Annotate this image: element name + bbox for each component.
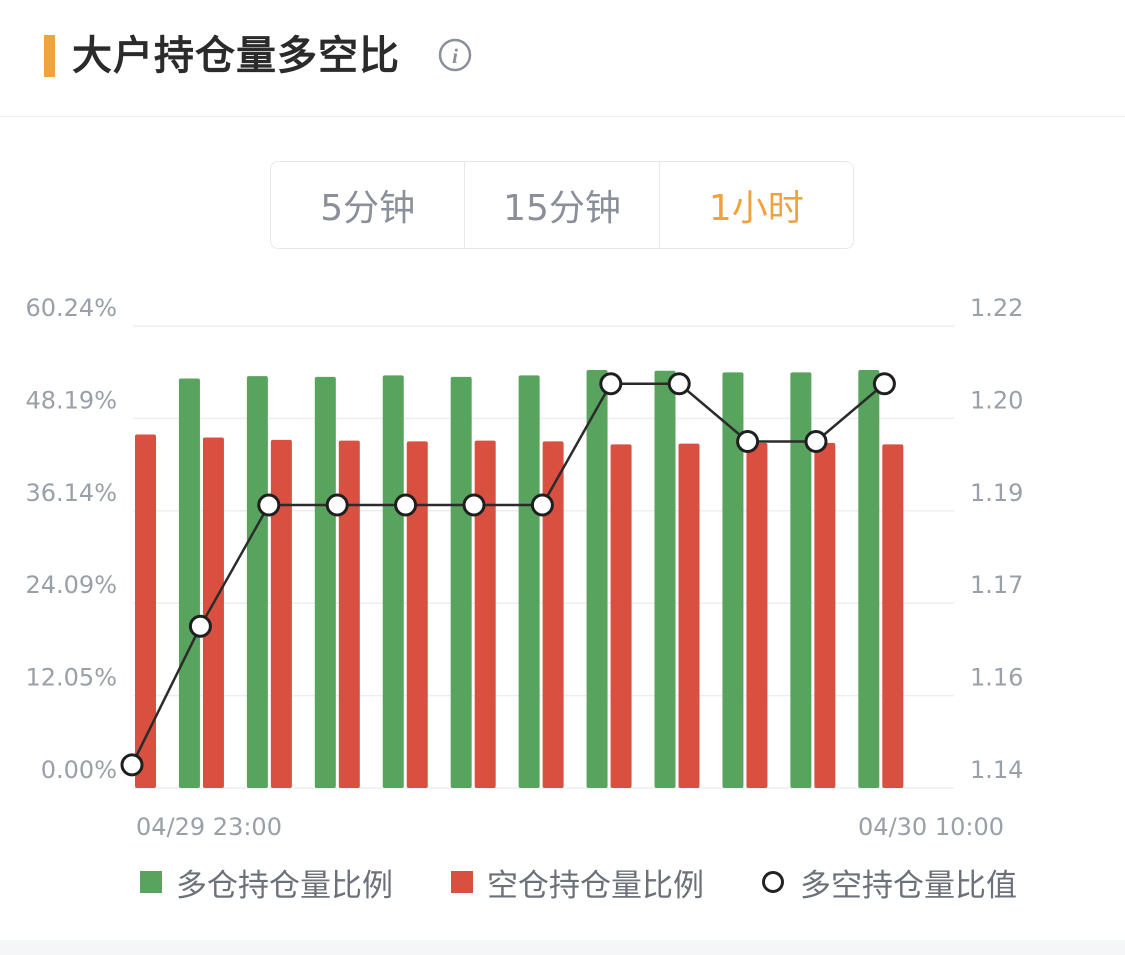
short-bar [814, 442, 836, 788]
ratio-point [804, 430, 828, 453]
long-bar [450, 376, 472, 788]
long-bar [178, 378, 200, 788]
long-bar [722, 372, 744, 788]
y-right-tick-label: 1.14 [970, 756, 1023, 784]
y-right-tick-label: 1.22 [970, 294, 1023, 322]
legend-swatch-short [451, 871, 473, 893]
short-bar [746, 442, 768, 788]
info-icon[interactable]: i [438, 38, 472, 72]
legend-label-ratio: 多空持仓量比值 [800, 867, 1017, 904]
title-accent-bar [44, 35, 55, 77]
x-start-label: 04/29 23:00 [136, 813, 282, 841]
card-header: 大户持仓量多空比 i [0, 0, 1125, 117]
legend-item-long[interactable]: 多仓持仓量比例 [140, 860, 393, 905]
ratio-point [462, 493, 486, 517]
long-bar [518, 375, 540, 788]
svg-text:i: i [452, 44, 458, 68]
interval-tabs: 5分钟 15分钟 1小时 [270, 161, 854, 249]
ratio-point [872, 372, 896, 396]
legend-label-short: 空仓持仓量比例 [487, 867, 704, 904]
short-bar [135, 434, 156, 788]
y-right-tick-label: 1.20 [970, 386, 1023, 414]
tab-15min[interactable]: 15分钟 [464, 162, 658, 248]
long-bar [790, 372, 812, 788]
y-right-tick-label: 1.17 [970, 571, 1023, 599]
y-left-tick-label: 12.05% [25, 664, 117, 692]
long-short-ratio-chart: 0.00% 1.14 12.05% 1.16 24.09% 1.17 36.14% 1.19 4… [25, 294, 1023, 841]
ratio-point [325, 493, 349, 517]
short-bar [882, 444, 904, 788]
long-bar [858, 370, 880, 788]
ratio-line [130, 382, 886, 766]
ratio-point [120, 753, 144, 777]
ratio-point [530, 493, 554, 517]
long-bar [246, 376, 268, 788]
short-bar [610, 444, 632, 788]
legend-label-long: 多仓持仓量比例 [176, 867, 393, 904]
legend-swatch-long [140, 871, 162, 893]
chart-legend: 多仓持仓量比例 空仓持仓量比例 多空持仓量比值 [140, 858, 1075, 906]
y-left-tick-label: 36.14% [25, 479, 117, 507]
ratio-point [257, 493, 281, 517]
long-bar [314, 376, 336, 788]
legend-marker-ratio [762, 871, 784, 893]
ratio-point [667, 372, 691, 396]
legend-item-short[interactable]: 空仓持仓量比例 [451, 860, 704, 905]
long-bar [586, 370, 608, 788]
y-left-tick-label: 24.09% [25, 571, 117, 599]
short-bar [202, 437, 224, 788]
y-left-tick-label: 0.00% [41, 756, 117, 784]
short-bar [542, 441, 564, 788]
footer-divider [0, 940, 1125, 955]
legend-item-ratio[interactable]: 多空持仓量比值 [762, 860, 1017, 905]
short-bar [678, 443, 700, 788]
tab-5min[interactable]: 5分钟 [320, 188, 416, 229]
ratio-point [599, 372, 623, 396]
y-right-tick-label: 1.16 [970, 664, 1023, 692]
x-end-label: 04/30 10:00 [858, 813, 1004, 841]
ratio-point [188, 614, 212, 638]
ratio-point [736, 430, 760, 453]
ratio-point [394, 493, 418, 517]
page-title: 大户持仓量多空比 [72, 33, 400, 79]
tab-1hour[interactable]: 1小时 [658, 162, 853, 248]
short-bar [270, 439, 292, 788]
y-left-tick-label: 48.19% [25, 386, 117, 414]
short-bar [338, 440, 360, 788]
y-right-tick-label: 1.19 [970, 479, 1023, 507]
long-bar [654, 370, 676, 788]
short-bar [406, 441, 428, 788]
y-left-tick-label: 60.24% [25, 294, 117, 322]
long-bar [382, 375, 404, 788]
short-bar [474, 440, 496, 788]
